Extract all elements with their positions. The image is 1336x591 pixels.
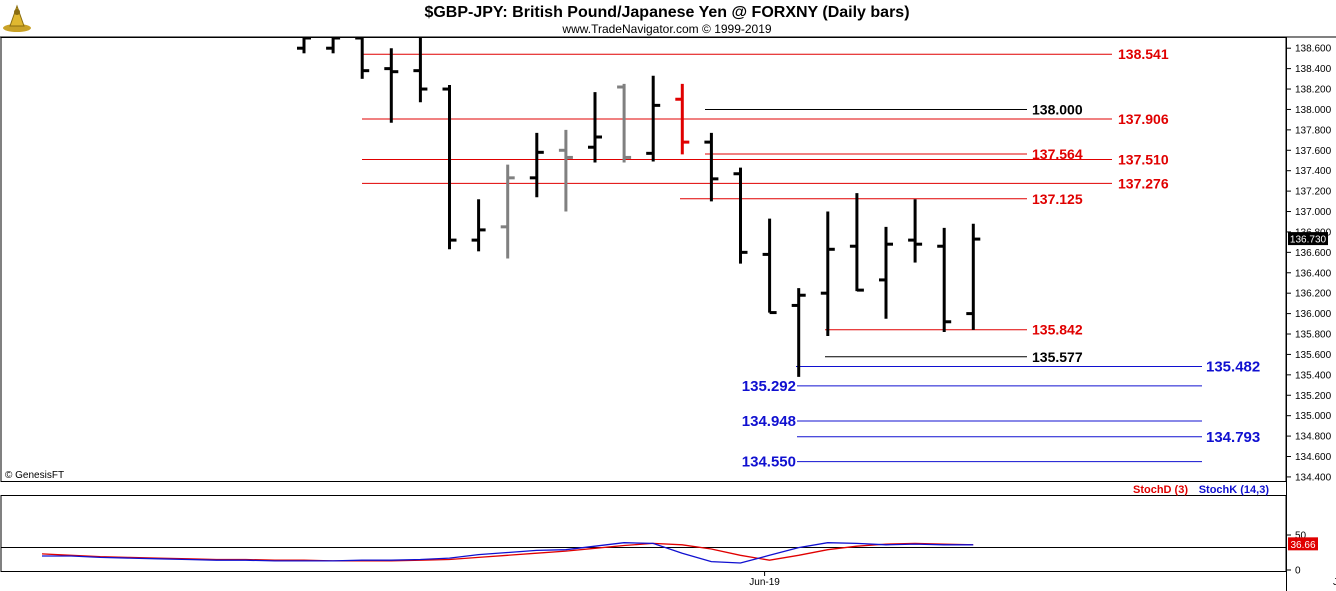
legend-stochd: StochD (3) xyxy=(1133,484,1188,496)
date-tick-label: Jun-19 xyxy=(749,577,780,588)
price-tick-label: 134.600 xyxy=(1295,452,1332,463)
last-stoch-label: 36.66 xyxy=(1290,540,1315,551)
ohlc-bar xyxy=(355,38,370,79)
ohlc-bar xyxy=(646,75,661,162)
level-label: 134.793 xyxy=(1206,429,1260,446)
price-tick-label: 137.800 xyxy=(1295,125,1332,136)
price-tick-label: 137.200 xyxy=(1295,187,1332,198)
chart-title: $GBP-JPY: British Pound/Japanese Yen @ F… xyxy=(424,4,909,21)
date-tick-label: Jul-19 xyxy=(1333,577,1336,588)
level-label: 137.510 xyxy=(1118,151,1169,167)
ohlc-bar xyxy=(908,199,923,263)
ohlc-bar xyxy=(937,227,952,332)
price-tick-label: 135.600 xyxy=(1295,350,1332,361)
copyright-label: © GenesisFT xyxy=(5,470,64,481)
price-tick-label: 138.400 xyxy=(1295,64,1332,75)
ohlc-bar xyxy=(733,167,748,264)
level-lines: 138.541 138.000 137.906 137.564 137.510 137.2… xyxy=(362,46,1260,471)
stochastic-lines xyxy=(41,542,974,564)
last-price-tag: 136.730 xyxy=(1288,232,1328,246)
stoch-axis-ticks: 50 0 xyxy=(1286,531,1307,577)
ohlc-bar xyxy=(442,84,457,250)
level-label: 135.842 xyxy=(1032,322,1083,338)
level-label: 137.276 xyxy=(1118,175,1169,191)
chart-subtitle: www.TradeNavigator.com © 1999-2019 xyxy=(561,22,771,36)
last-stoch-tag: 36.66 xyxy=(1288,537,1318,551)
ohlc-bar xyxy=(384,48,399,123)
ohlc-bar xyxy=(704,132,719,202)
level-label: 137.906 xyxy=(1118,111,1169,127)
ohlc-bar xyxy=(326,38,341,54)
ohlc-bar xyxy=(413,38,428,103)
level-label: 137.564 xyxy=(1032,146,1083,162)
date-axis-ticks: Jun-19 Jul-19 xyxy=(749,571,1336,588)
price-tick-label: 136.000 xyxy=(1295,309,1332,320)
price-tick-label: 136.200 xyxy=(1295,289,1332,300)
ohlc-bar xyxy=(297,38,311,54)
price-tick-label: 138.000 xyxy=(1295,105,1332,116)
ohlc-bar xyxy=(791,288,806,377)
price-tick-label: 136.600 xyxy=(1295,248,1332,259)
stoch-tick-label: 0 xyxy=(1295,566,1301,577)
price-bars xyxy=(297,38,981,377)
price-tick-label: 137.400 xyxy=(1295,166,1332,177)
ohlc-bar xyxy=(675,83,690,155)
price-tick-label: 137.000 xyxy=(1295,207,1332,218)
price-tick-label: 134.800 xyxy=(1295,432,1332,443)
ohlc-bar xyxy=(529,132,544,198)
stoch-series-line xyxy=(41,542,974,562)
price-tick-label: 137.600 xyxy=(1295,146,1332,157)
price-tick-label: 136.400 xyxy=(1295,268,1332,279)
last-price-label: 136.730 xyxy=(1290,235,1327,246)
price-tick-label: 138.600 xyxy=(1295,44,1332,55)
level-label: 134.550 xyxy=(742,454,796,471)
level-label: 135.292 xyxy=(742,378,796,395)
ohlc-bar xyxy=(588,92,602,163)
price-tick-label: 138.200 xyxy=(1295,85,1332,96)
price-panel-frame xyxy=(0,36,1336,482)
level-label: 134.948 xyxy=(742,413,796,430)
legend-stochk: StochK (14,3) xyxy=(1199,484,1270,496)
ohlc-bar xyxy=(500,164,515,259)
stoch-series-line xyxy=(42,542,974,564)
price-tick-label: 135.400 xyxy=(1295,370,1332,381)
price-axis-ticks: 138.600 138.400 138.200 138.000 137.800 137.6… xyxy=(1286,44,1332,483)
price-tick-label: 135.200 xyxy=(1295,391,1332,402)
price-tick-label: 134.400 xyxy=(1295,472,1332,483)
level-label: 138.541 xyxy=(1118,46,1169,62)
ohlc-bar xyxy=(966,223,981,330)
ohlc-bar xyxy=(617,83,632,163)
ohlc-bar xyxy=(849,193,864,292)
ohlc-bar xyxy=(471,199,486,252)
level-label: 137.125 xyxy=(1032,191,1083,207)
ohlc-bar xyxy=(762,218,777,315)
trade-navigator-logo-icon xyxy=(3,4,31,32)
ohlc-bar xyxy=(879,226,893,319)
ohlc-bar xyxy=(820,211,835,337)
stoch-tick-label: 50 xyxy=(1295,531,1307,542)
level-label: 138.000 xyxy=(1032,101,1083,117)
price-tick-label: 135.800 xyxy=(1295,330,1332,341)
level-label: 135.577 xyxy=(1032,349,1083,365)
price-tick-label: 135.000 xyxy=(1295,411,1332,422)
ohlc-bar xyxy=(558,129,573,212)
level-label: 135.482 xyxy=(1206,358,1260,375)
